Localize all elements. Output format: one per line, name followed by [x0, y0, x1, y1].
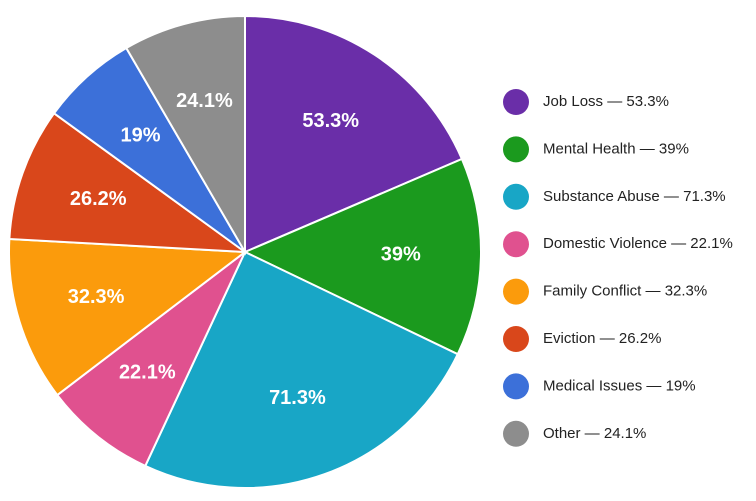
legend-separator: —: [596, 330, 619, 347]
legend-label: Medical Issues — 19%: [543, 377, 696, 394]
pie-slice: [55, 251, 246, 468]
legend-label: Job Loss — 53.3%: [543, 93, 669, 110]
pie-slice: [124, 14, 246, 256]
legend-separator: —: [642, 377, 665, 394]
legend-separator: —: [603, 93, 626, 110]
legend-swatch: [503, 231, 529, 258]
pie-slice: [8, 111, 249, 254]
legend-name: Job Loss: [543, 93, 603, 110]
legend-value: 39%: [659, 140, 689, 157]
legend-swatch: [503, 183, 529, 210]
legend-separator: —: [581, 425, 604, 442]
legend-name: Substance Abuse: [543, 188, 660, 205]
slice-label: 53.3%: [302, 110, 359, 132]
legend-label: Substance Abuse — 71.3%: [543, 188, 726, 205]
legend-separator: —: [660, 188, 683, 205]
legend-name: Medical Issues: [543, 377, 642, 394]
slice-label: 24.1%: [176, 90, 233, 112]
pie-slice: [8, 237, 248, 397]
legend-value: 26.2%: [619, 330, 662, 347]
legend-separator: —: [636, 140, 659, 157]
legend-swatch: [503, 420, 529, 447]
legend-label: Eviction — 26.2%: [543, 330, 661, 347]
slice-label: 32.3%: [68, 286, 125, 308]
legend-swatch: [503, 373, 529, 400]
legend-value: 32.3%: [665, 283, 708, 300]
legend-swatch: [503, 136, 529, 163]
legend-separator: —: [667, 235, 690, 252]
legend-label: Domestic Violence — 22.1%: [543, 235, 733, 252]
slice-label: 19%: [121, 125, 161, 147]
legend-swatch: [503, 326, 529, 352]
legend-name: Family Conflict: [543, 283, 642, 300]
pie-slice: [244, 14, 464, 254]
legend-label: Family Conflict — 32.3%: [543, 283, 707, 300]
legend-value: 22.1%: [690, 235, 733, 252]
legend-value: 71.3%: [683, 188, 726, 205]
legend-label: Mental Health — 39%: [543, 140, 689, 157]
legend-label: Other — 24.1%: [543, 425, 646, 442]
legend-separator: —: [641, 283, 664, 300]
slice-label: 39%: [381, 244, 421, 266]
legend-value: 24.1%: [604, 425, 647, 442]
slice-label: 26.2%: [70, 188, 127, 210]
legend-value: 19%: [666, 377, 696, 394]
legend-swatch: [503, 89, 529, 115]
slice-label: 71.3%: [269, 387, 326, 409]
legend-name: Eviction: [543, 330, 596, 347]
pie-slice: [242, 157, 482, 356]
pie-slice: [143, 250, 460, 489]
legend-name: Other: [543, 425, 581, 442]
slice-label: 22.1%: [119, 362, 176, 384]
legend-name: Mental Health: [543, 140, 636, 157]
legend-swatch: [503, 278, 529, 305]
legend-name: Domestic Violence: [543, 235, 667, 252]
legend-value: 53.3%: [626, 93, 669, 110]
